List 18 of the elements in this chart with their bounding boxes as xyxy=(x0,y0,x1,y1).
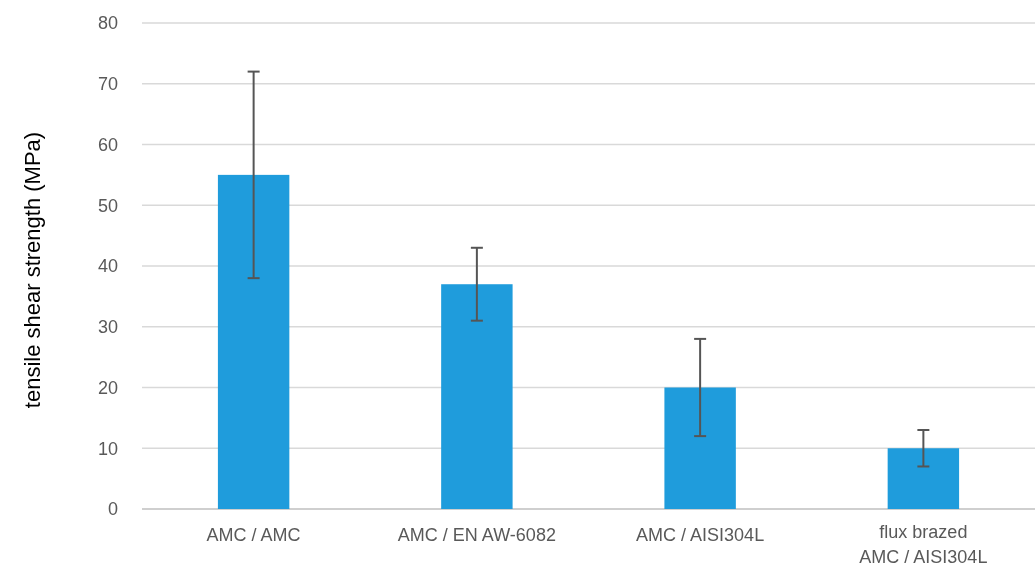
bar xyxy=(217,174,290,509)
y-tick-label: 70 xyxy=(97,74,118,95)
x-tick-label: AMC / AMC xyxy=(206,525,301,545)
y-axis-title: tensile shear strength (MPa) xyxy=(20,131,45,409)
y-tick-label: 60 xyxy=(97,134,118,155)
y-tick-label: 50 xyxy=(97,195,118,216)
x-tick-label: flux brazed AMC / AISI304L xyxy=(859,522,988,567)
bar xyxy=(664,387,736,509)
y-tick-label: 30 xyxy=(97,317,118,338)
bar xyxy=(887,448,960,509)
y-tick-label: 80 xyxy=(97,13,118,34)
x-tick-label: AMC / EN AW-6082 xyxy=(397,525,556,545)
bar xyxy=(441,284,513,509)
y-tick-label: 40 xyxy=(97,256,118,277)
y-tick-label: 10 xyxy=(97,438,118,459)
x-tick-label: AMC / AISI304L xyxy=(636,525,765,545)
y-tick-label: 20 xyxy=(97,377,118,398)
y-tick-label: 0 xyxy=(107,499,118,520)
